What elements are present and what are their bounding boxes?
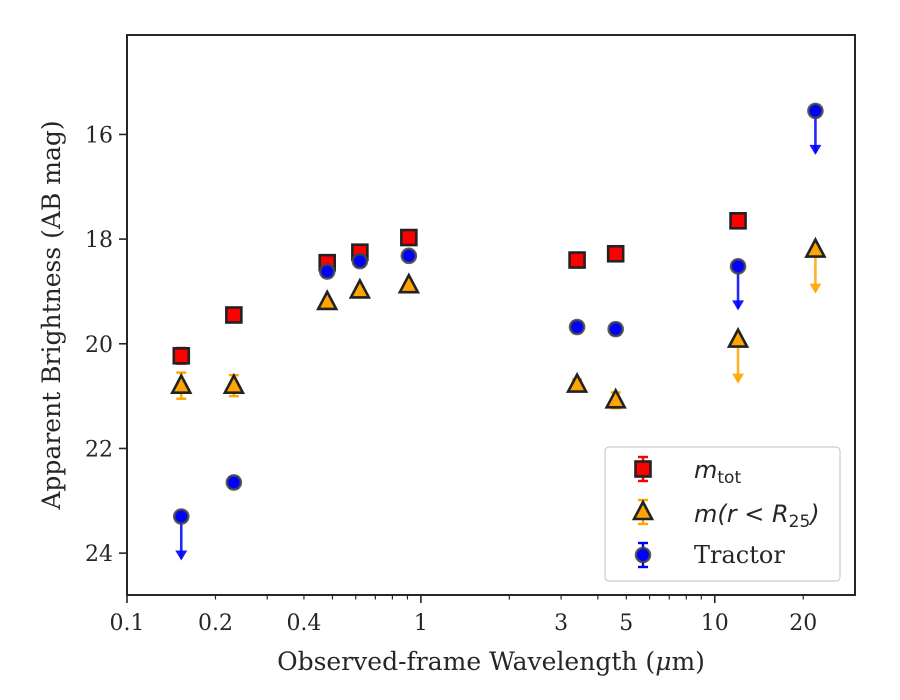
data-point-square [568, 251, 586, 269]
legend-symbol-circle [634, 546, 652, 564]
y-tick-label: 20 [85, 333, 113, 358]
legend-entry-mtot: mtot [634, 455, 741, 488]
y-axis: 16 18 20 22 24 [85, 123, 127, 567]
x-tick-label: 0.1 [110, 611, 145, 636]
legend-marker-circle [634, 541, 652, 569]
legend-frame [604, 446, 841, 582]
data-point-triangle [804, 236, 827, 258]
data-point-circle [400, 247, 418, 265]
data-point-square [729, 211, 747, 230]
data-point-circle [607, 320, 624, 338]
x-tick-label: 0.2 [198, 611, 233, 636]
plot-area [170, 102, 827, 561]
data-point-circle [729, 258, 747, 275]
x-tick-label: 10 [701, 611, 729, 636]
legend-marker-triangle [631, 498, 655, 526]
data-point-circle [172, 508, 190, 525]
legend: mtot m(r < R25) Tractor [604, 446, 841, 582]
legend-label-mtot-sub: tot [717, 468, 741, 488]
x-tick-label: 20 [789, 611, 817, 636]
legend-entry-tractor: Tractor [634, 541, 785, 569]
data-point-circle [351, 252, 369, 270]
legend-entry-m-r25: m(r < R25) [631, 498, 820, 532]
data-point-square [400, 228, 418, 247]
x-axis: 0.1 0.2 0.4 1 3 5 10 20 [110, 595, 817, 636]
plot-frame [126, 34, 856, 596]
x-tick-label: 5 [619, 611, 633, 636]
data-point-square [225, 306, 243, 324]
x-axis-label-main: Observed-frame Wavelength ( [277, 647, 655, 676]
data-point-square [606, 244, 625, 263]
legend-label-tractor: Tractor [694, 541, 785, 569]
data-point-triangle [397, 272, 421, 294]
legend-label-m-r25-sub: 25 [789, 512, 811, 532]
x-tick-label: 3 [554, 611, 568, 636]
series-circle [172, 102, 824, 561]
legend-symbol-square [634, 460, 652, 478]
series-triangle [170, 236, 827, 410]
legend-label-mtot: m [694, 456, 717, 484]
y-tick-label: 24 [85, 542, 113, 567]
upper-limit-arrow [809, 144, 822, 155]
y-tick-label: 22 [85, 437, 113, 462]
legend-label-m-r25-tail: ) [808, 500, 819, 528]
data-point-circle [568, 318, 586, 336]
svg-text:m(r < R25): m(r < R25) [694, 500, 820, 532]
data-point-circle [807, 102, 824, 120]
data-point-triangle [316, 289, 339, 311]
x-axis-label: Observed-frame Wavelength (μm) [277, 647, 705, 676]
series-square [172, 211, 747, 365]
upper-limit-arrow [732, 373, 745, 384]
data-point-triangle [565, 371, 589, 393]
upper-limit-arrow [175, 550, 188, 561]
legend-marker-square [634, 455, 652, 483]
y-tick-label: 16 [85, 123, 113, 148]
upper-limit-arrow [732, 300, 745, 311]
x-tick-label: 1 [414, 611, 428, 636]
data-point-triangle [726, 326, 750, 348]
legend-label-m-r25: m(r < R [694, 500, 789, 528]
data-point-triangle [604, 387, 627, 409]
data-point-triangle [348, 277, 372, 299]
data-point-circle [225, 474, 243, 491]
legend-symbol-triangle [631, 499, 655, 521]
y-axis-label: Apparent Brightness (AB mag) [37, 120, 66, 510]
y-tick-label: 18 [85, 228, 113, 253]
data-point-triangle [170, 372, 193, 394]
data-point-circle [318, 263, 336, 280]
data-point-triangle [222, 372, 246, 394]
svg-text:mtot: mtot [694, 456, 741, 488]
x-axis-label-mu: μ [655, 647, 671, 676]
data-point-square [172, 347, 191, 365]
x-tick-label: 0.4 [286, 611, 321, 636]
x-axis-label-unit: m) [671, 647, 704, 676]
upper-limit-arrow [809, 283, 822, 294]
